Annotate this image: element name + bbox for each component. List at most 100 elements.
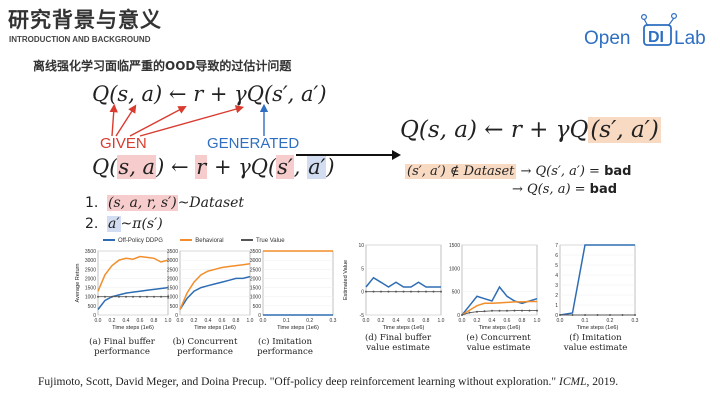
y-tick-label: 0 <box>361 290 364 296</box>
data-point <box>104 295 106 298</box>
chart-caption-b: (b) Concurrent performance <box>165 337 245 357</box>
x-tick-label: 0.6 <box>137 318 144 324</box>
caption-line: performance <box>257 347 313 357</box>
x-tick-label: 0.8 <box>151 318 158 324</box>
eq2-a-prime: a′ <box>307 155 327 179</box>
data-point <box>498 309 501 312</box>
right-arrow-icon <box>296 150 401 160</box>
eq2-comma: , <box>293 155 308 179</box>
eq2-sa: s, a <box>117 155 157 179</box>
opendilab-logo: Open DI Lab <box>582 12 712 52</box>
x-axis-label: Time steps (1e6) <box>112 325 154 331</box>
x-tick-label: 0.6 <box>219 318 226 324</box>
x-tick-label: 0.2 <box>474 318 481 324</box>
slide-title: 研究背景与意义 <box>8 8 162 32</box>
y-tick-label: 4 <box>555 273 558 279</box>
x-axis-label: Time steps (1e6) <box>383 325 425 331</box>
y-tick-label: 0 <box>175 313 178 319</box>
x-tick-label: 0.8 <box>423 318 430 324</box>
x-tick-label: 1.0 <box>438 318 445 324</box>
y-tick-label: 2000 <box>250 276 261 282</box>
chart-caption-f: (f) Imitation value estimate <box>548 333 643 353</box>
y-tick-label: -5 <box>360 313 365 319</box>
y-tick-label: 3000 <box>85 258 96 264</box>
chart-frame <box>559 244 636 316</box>
caption-line: performance <box>94 347 150 357</box>
chart-frame <box>97 250 169 316</box>
bellman-equation-highlighted: Q(s, a) ← r + γQ(s′, a′) <box>92 155 335 179</box>
x-tick-label: 0.4 <box>205 318 212 324</box>
logo-lab-text: Lab <box>674 28 706 49</box>
y-tick-label: 2500 <box>85 267 96 273</box>
data-point <box>132 295 134 298</box>
y-tick-label: 7 <box>555 243 558 249</box>
legend-label: True Value <box>255 238 285 244</box>
x-tick-label: 0.6 <box>408 318 415 324</box>
y-tick-label: 1000 <box>449 266 460 272</box>
x-tick-label: 0.1 <box>283 318 290 324</box>
data-point <box>118 295 120 298</box>
data-point <box>491 309 493 312</box>
data-point <box>425 290 427 293</box>
y-axis-label: Average Return <box>75 263 81 302</box>
y-tick-label: 3 <box>555 283 558 289</box>
data-point <box>380 290 382 293</box>
legend-swatch <box>240 239 253 242</box>
y-tick-label: 500 <box>170 304 179 310</box>
series-line <box>365 276 441 288</box>
x-tick-label: 0.4 <box>489 318 496 324</box>
data-point <box>528 309 531 312</box>
data-point <box>432 290 435 293</box>
data-point <box>559 314 561 316</box>
y-tick-label: 3000 <box>250 258 261 264</box>
y-tick-label: 500 <box>253 304 262 310</box>
x-tick-label: 0.1 <box>582 318 589 324</box>
y-tick-label: 500 <box>88 304 97 310</box>
citation-authors: Fujimoto, Scott, David Meger, and Doina … <box>38 376 559 388</box>
caption-line: (f) Imitation <box>569 333 622 343</box>
x-tick-label: 0.6 <box>504 318 511 324</box>
caption-line: value estimate <box>466 343 531 353</box>
x-axis-label: Time steps (1e6) <box>577 325 619 331</box>
data-point <box>387 290 390 293</box>
x-axis-label: Time steps (1e6) <box>479 325 521 331</box>
data-point <box>536 309 538 312</box>
legend-swatch <box>103 239 115 242</box>
y-tick-label: 0 <box>555 313 558 319</box>
citation-year: , 2019. <box>586 376 619 388</box>
x-tick-label: 0.8 <box>233 318 240 324</box>
x-tick-label: 0.0 <box>557 318 564 324</box>
x-axis-label: Time steps (1e6) <box>277 325 319 331</box>
x-tick-label: 0.0 <box>459 318 466 324</box>
caption-line: (a) Final buffer <box>89 337 155 347</box>
slide-heading: 离线强化学习面临严重的OOD导致的过估计问题 <box>33 59 292 73</box>
y-tick-label: 6 <box>555 253 558 259</box>
y-tick-label: 3000 <box>167 258 178 264</box>
series-line <box>97 286 169 310</box>
y-tick-label: 1500 <box>250 286 261 292</box>
data-point <box>139 295 141 298</box>
list-number: 2. <box>85 216 99 232</box>
y-tick-label: 5 <box>555 263 558 269</box>
list-item-highlight: a′ <box>107 216 121 232</box>
y-tick-label: 0 <box>93 313 96 319</box>
list-item: 2. a′~π(s′) <box>85 216 163 232</box>
data-point <box>634 314 636 316</box>
data-point <box>146 295 148 298</box>
x-tick-label: 0.8 <box>519 318 526 324</box>
y-tick-label: 1500 <box>167 286 178 292</box>
x-tick-label: 0.2 <box>191 318 198 324</box>
data-point <box>513 309 516 312</box>
eq-big-prefix: Q(s, a) ← r + γQ <box>400 117 589 143</box>
y-tick-label: 2500 <box>167 267 178 273</box>
slide-subtitle: INTRODUCTION AND BACKGROUND <box>9 35 151 44</box>
list-item-suffix: ~Dataset <box>177 195 245 211</box>
x-tick-label: 1.0 <box>165 318 172 324</box>
data-point <box>365 290 367 293</box>
y-tick-label: 3500 <box>85 249 96 255</box>
series-line <box>461 300 537 316</box>
x-tick-label: 0.4 <box>123 318 130 324</box>
logo-di-text: DI <box>648 29 664 46</box>
x-tick-label: 1.0 <box>534 318 541 324</box>
y-tick-label: 1500 <box>85 286 96 292</box>
